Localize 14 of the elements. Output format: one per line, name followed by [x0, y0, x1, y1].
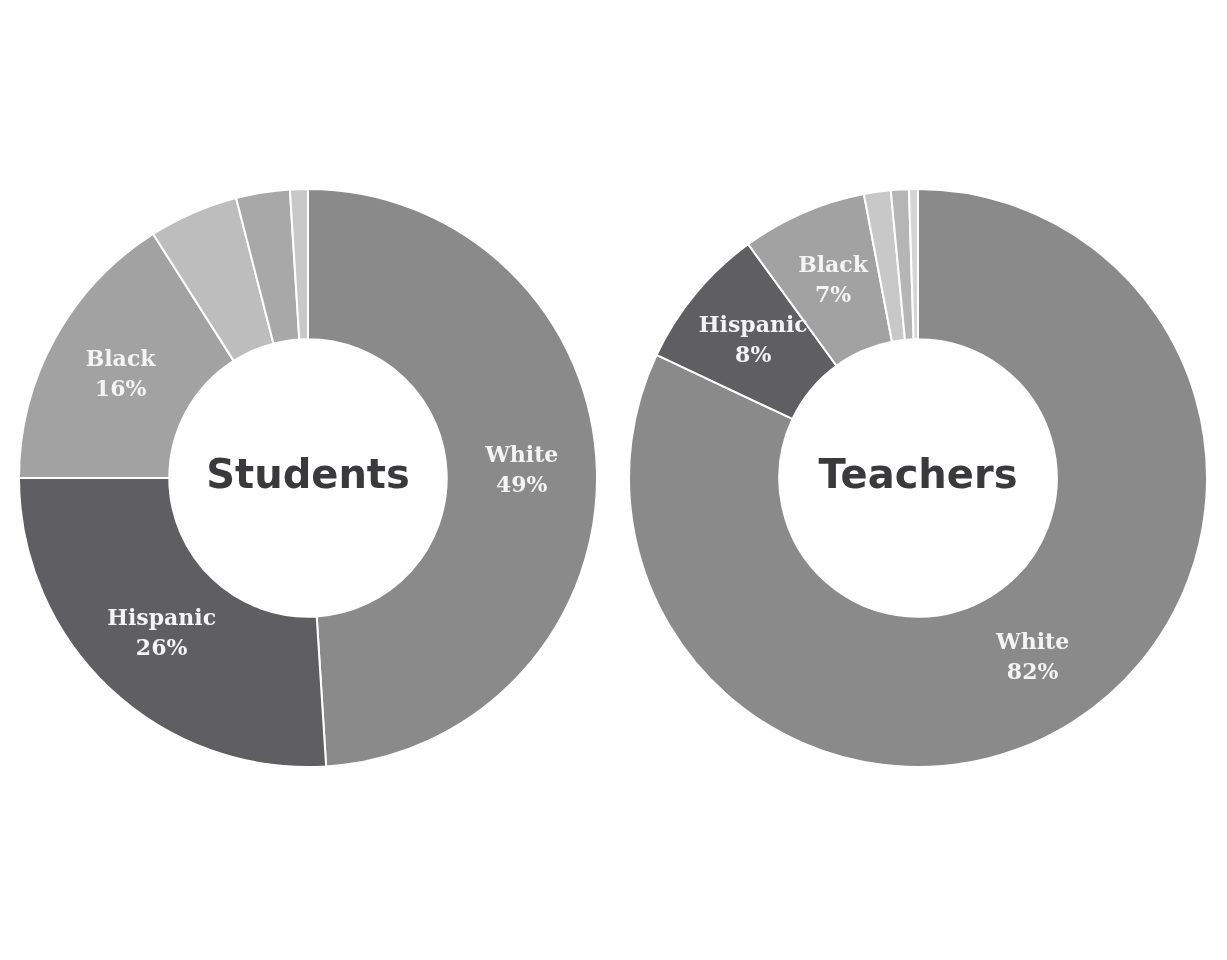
- slice-label: White: [484, 441, 559, 467]
- data-label: 16%: [94, 374, 147, 401]
- data-label: 26%: [135, 633, 188, 660]
- slice-label: Hispanic: [698, 311, 808, 338]
- slice-label: Hispanic: [107, 603, 217, 630]
- slice-label: Black: [85, 344, 157, 371]
- slice-label: Black: [798, 251, 869, 278]
- data-label: 8%: [735, 341, 772, 368]
- data-label: 82%: [1006, 658, 1059, 685]
- text: Teachers: [818, 451, 1018, 498]
- data-label: 7%: [814, 281, 852, 308]
- text: Students: [206, 451, 410, 498]
- data-label: 49%: [495, 471, 548, 497]
- slice-label: White: [994, 628, 1070, 655]
